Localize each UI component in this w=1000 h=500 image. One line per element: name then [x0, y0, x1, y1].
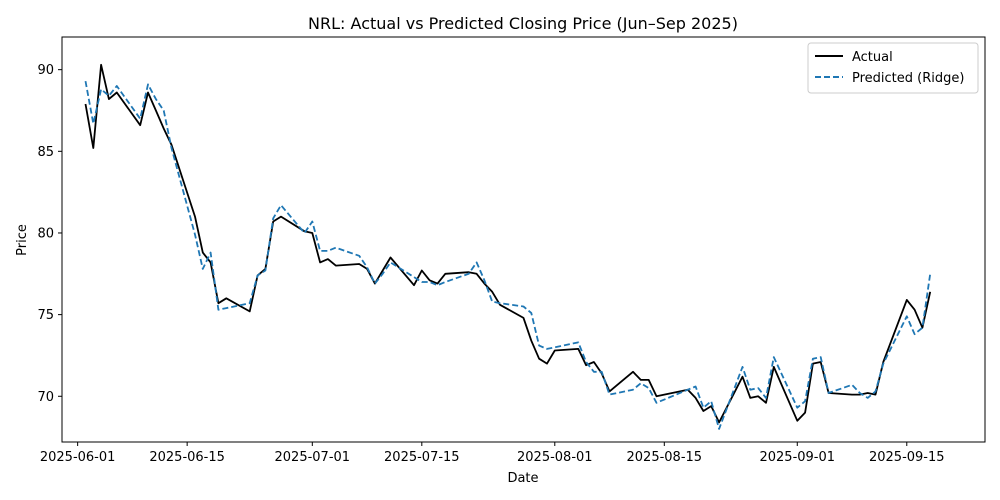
legend-actual-label: Actual: [852, 50, 893, 65]
y-tick-label: 90: [37, 63, 54, 78]
legend: Actual Predicted (Ridge): [807, 42, 979, 94]
plot-area: [84, 63, 932, 430]
chart-title: NRL: Actual vs Predicted Closing Price (…: [308, 14, 738, 33]
x-tick-label: 2025-08-01: [517, 450, 593, 465]
y-tick-label: 85: [37, 145, 54, 160]
series-line-predicted: [84, 80, 932, 430]
plot-frame: [61, 36, 986, 443]
x-tick-label: 2025-09-15: [869, 450, 945, 465]
x-tick-label: 2025-09-01: [759, 450, 835, 465]
x-tick-label: 2025-06-15: [149, 450, 225, 465]
x-axis-label: Date: [507, 471, 538, 486]
legend-predicted-label: Predicted (Ridge): [852, 71, 964, 86]
x-axis: 2025-06-01 2025-06-15 2025-07-01 2025-07-15…: [40, 442, 945, 465]
x-tick-label: 2025-06-01: [40, 450, 116, 465]
legend-box: [807, 42, 979, 94]
y-tick-label: 75: [37, 308, 54, 323]
x-tick-label: 2025-07-01: [275, 450, 351, 465]
y-axis: 70 75 80 85 90: [37, 63, 62, 405]
x-tick-label: 2025-07-15: [384, 450, 460, 465]
x-tick-label: 2025-08-15: [627, 450, 703, 465]
y-axis-label: Price: [15, 224, 30, 256]
y-tick-label: 80: [37, 226, 54, 241]
y-tick-label: 70: [37, 390, 54, 405]
